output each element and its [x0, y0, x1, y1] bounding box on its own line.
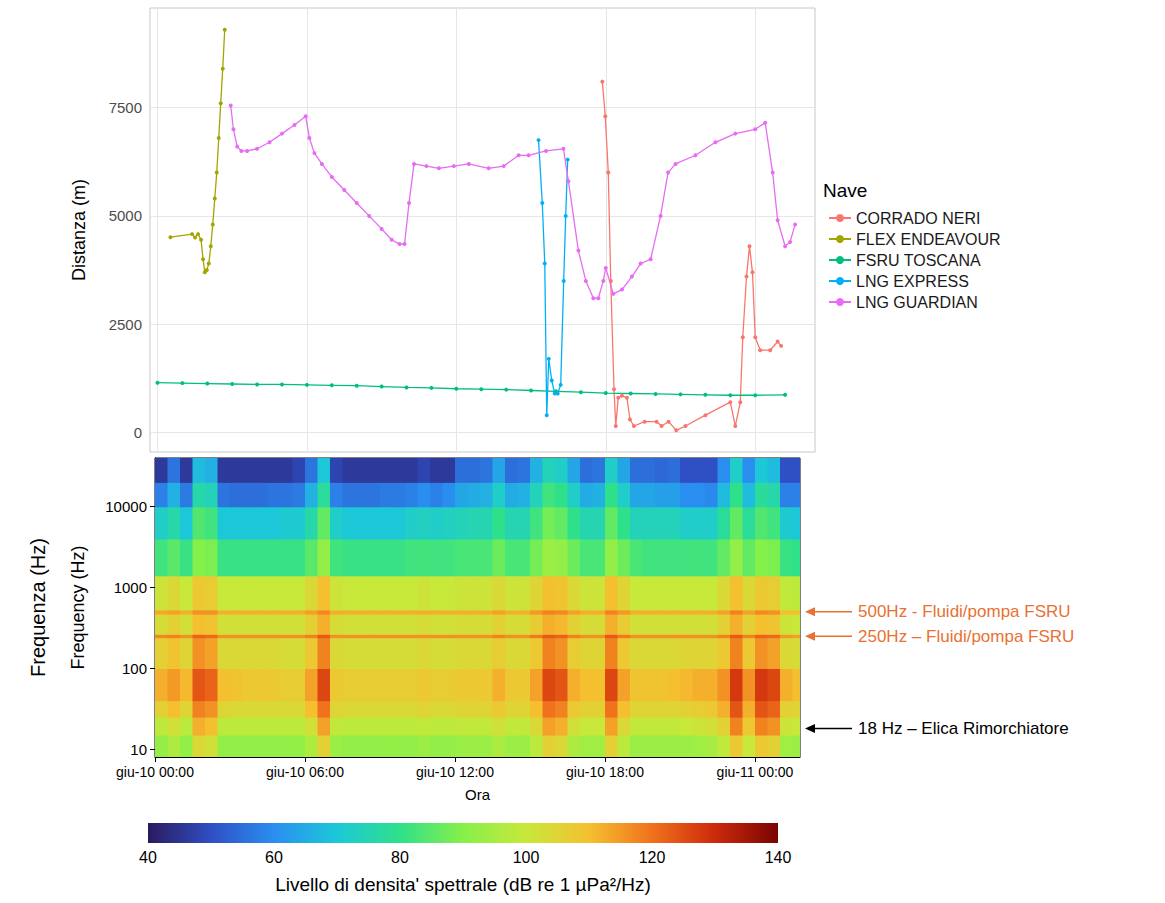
svg-text:giu-10 12:00: giu-10 12:00: [416, 764, 494, 780]
svg-text:10000: 10000: [105, 498, 147, 515]
svg-text:FSRU TOSCANA: FSRU TOSCANA: [856, 252, 981, 269]
svg-text:Frequenza (Hz): Frequenza (Hz): [27, 538, 49, 677]
svg-text:80: 80: [391, 849, 409, 866]
svg-text:Nave: Nave: [823, 180, 867, 201]
svg-text:giu-10 18:00: giu-10 18:00: [566, 764, 644, 780]
svg-text:giu-10 00:00: giu-10 00:00: [116, 764, 194, 780]
svg-text:giu-10 06:00: giu-10 06:00: [266, 764, 344, 780]
svg-text:Livello di densita' spettrale: Livello di densita' spettrale (dB re 1 µ…: [275, 874, 651, 895]
svg-text:100: 100: [513, 849, 540, 866]
svg-text:250Hz – Fluidi/pompa FSRU: 250Hz – Fluidi/pompa FSRU: [858, 627, 1074, 646]
svg-text:10: 10: [130, 741, 147, 758]
svg-text:7500: 7500: [109, 99, 142, 116]
svg-text:140: 140: [765, 849, 792, 866]
svg-text:giu-11 00:00: giu-11 00:00: [717, 764, 794, 780]
svg-text:5000: 5000: [109, 207, 142, 224]
svg-text:LNG EXPRESS: LNG EXPRESS: [856, 273, 969, 290]
svg-text:FLEX ENDEAVOUR: FLEX ENDEAVOUR: [856, 231, 1001, 248]
svg-text:CORRADO NERI: CORRADO NERI: [856, 210, 980, 227]
svg-text:120: 120: [639, 849, 666, 866]
svg-text:LNG GUARDIAN: LNG GUARDIAN: [856, 294, 978, 311]
svg-text:0: 0: [134, 424, 142, 441]
svg-text:18 Hz – Elica Rimorchiatore: 18 Hz – Elica Rimorchiatore: [858, 719, 1069, 738]
svg-text:1000: 1000: [114, 579, 147, 596]
svg-text:40: 40: [139, 849, 157, 866]
svg-text:2500: 2500: [109, 316, 142, 333]
svg-text:Frequency (Hz): Frequency (Hz): [68, 545, 88, 669]
svg-text:Ora: Ora: [465, 786, 491, 803]
svg-text:500Hz - Fluidi/pompa FSRU: 500Hz - Fluidi/pompa FSRU: [858, 602, 1071, 621]
svg-text:Distanza (m): Distanza (m): [69, 179, 89, 281]
svg-text:100: 100: [122, 660, 147, 677]
svg-text:60: 60: [265, 849, 283, 866]
